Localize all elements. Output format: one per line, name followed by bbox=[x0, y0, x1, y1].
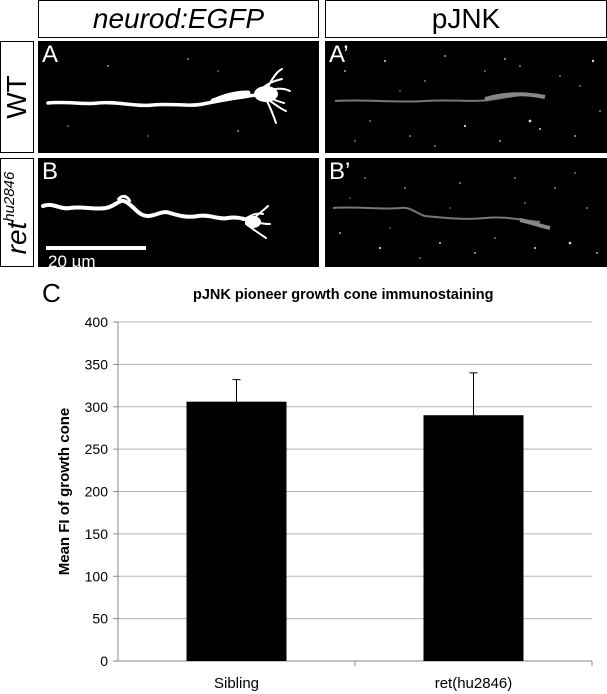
panel-label-b-prime: B’ bbox=[329, 158, 351, 185]
scale-bar-label: 20 µm bbox=[48, 252, 96, 267]
x-tick-label: Sibling bbox=[214, 675, 259, 692]
bar bbox=[186, 401, 287, 661]
y-tick-label: 100 bbox=[85, 568, 109, 584]
row-label-mutant: rethu2846 bbox=[0, 158, 34, 267]
micrograph-b: B 20 µm bbox=[38, 158, 319, 267]
micrograph-a: A bbox=[38, 41, 319, 153]
y-tick-label: 200 bbox=[85, 484, 109, 500]
y-tick-label: 150 bbox=[85, 526, 109, 542]
y-tick-label: 50 bbox=[92, 611, 108, 627]
row-label-wt: WT bbox=[0, 41, 34, 153]
y-tick-label: 250 bbox=[85, 441, 109, 457]
bar bbox=[423, 415, 524, 661]
y-tick-label: 350 bbox=[85, 356, 109, 372]
header-pjnk: pJNK bbox=[325, 0, 607, 38]
x-tick-label: ret(hu2846) bbox=[435, 675, 513, 692]
panel-label-a-prime: A’ bbox=[329, 41, 349, 68]
y-tick-label: 0 bbox=[100, 653, 108, 669]
y-tick-label: 300 bbox=[85, 399, 109, 415]
panel-label-c: C bbox=[42, 278, 61, 308]
chart-title: pJNK pioneer growth cone immunostaining bbox=[193, 287, 494, 303]
scale-bar bbox=[46, 246, 146, 250]
y-axis-label: Mean FI of growth cone bbox=[56, 408, 73, 576]
micrograph-b-prime: B’ bbox=[325, 158, 607, 267]
panel-label-a: A bbox=[42, 41, 59, 68]
micrograph-a-prime: A’ bbox=[325, 41, 607, 153]
header-neurod-egfp: neurod:EGFP bbox=[38, 0, 319, 38]
y-tick-label: 400 bbox=[85, 314, 109, 330]
panel-label-b: B bbox=[42, 158, 59, 185]
